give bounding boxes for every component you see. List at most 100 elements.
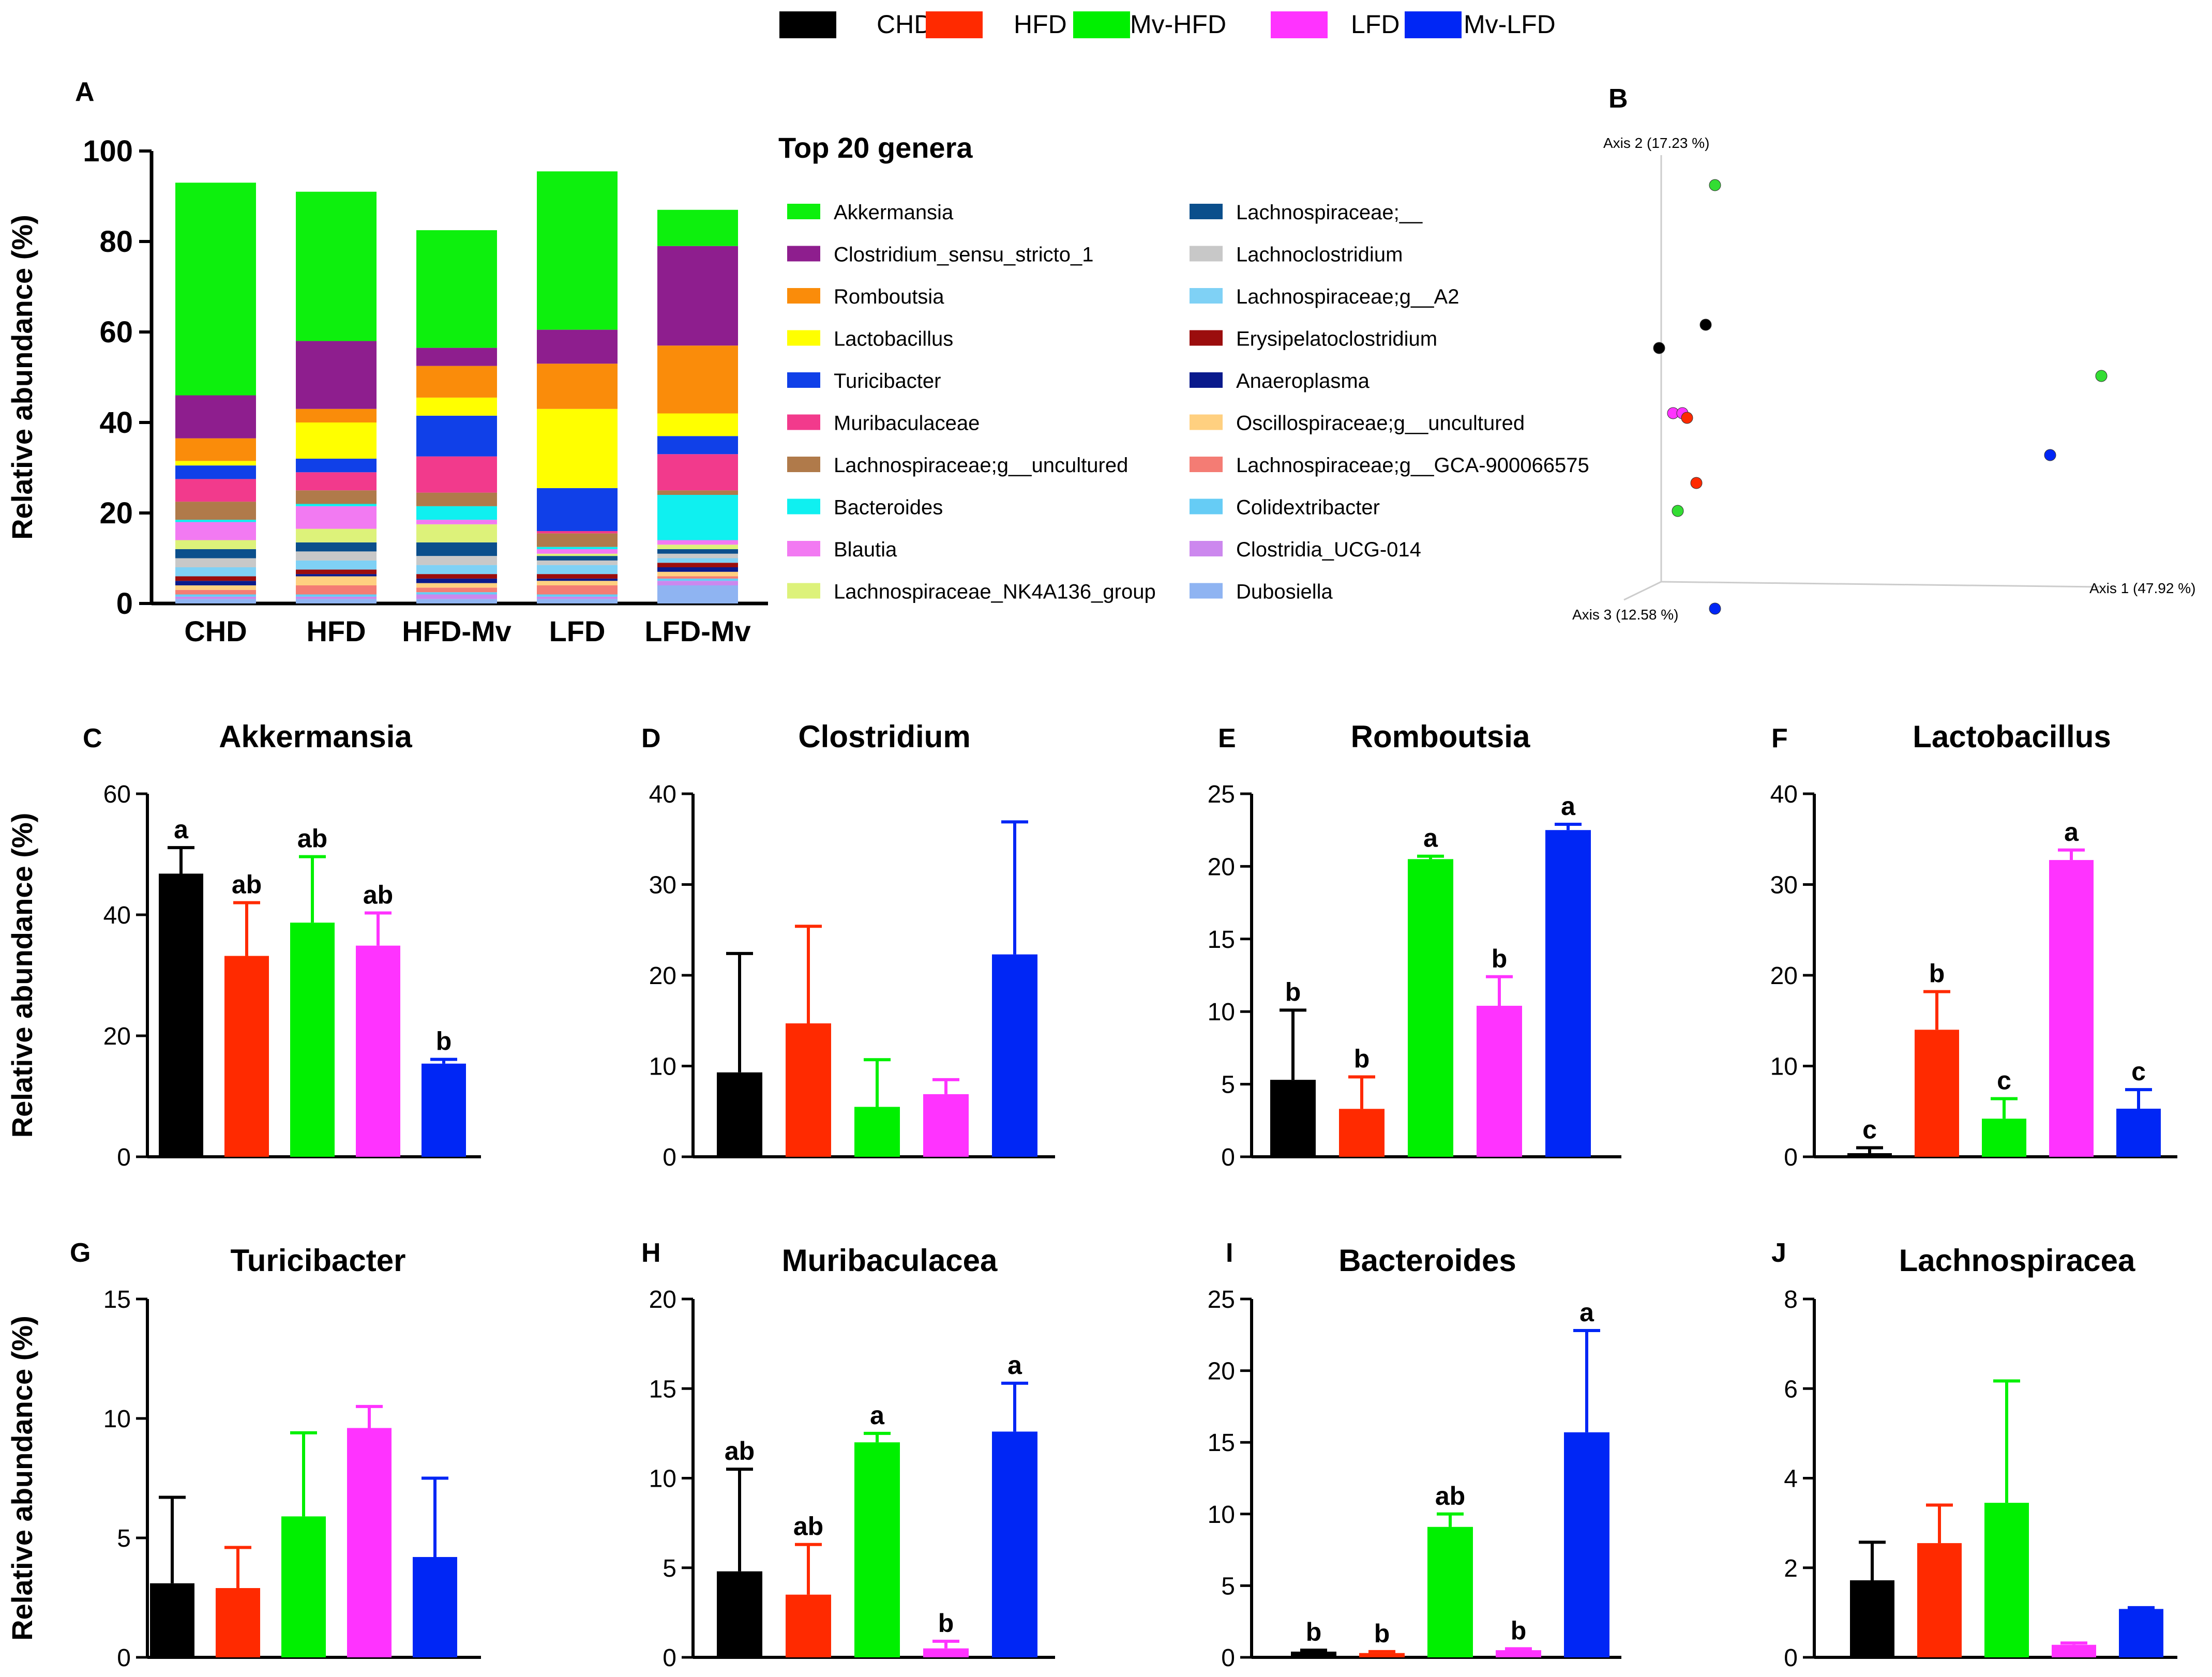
legend-swatch: [1190, 414, 1223, 430]
legend-title: Top 20 genera: [778, 131, 973, 164]
legend-label: Romboutsia: [834, 285, 944, 308]
panel-letter: D: [641, 723, 661, 753]
bar: [992, 1431, 1037, 1657]
bar: [347, 1428, 392, 1657]
legend-swatch: [787, 414, 820, 430]
legend-label: Dubosiella: [1236, 581, 1333, 603]
y-tick-label: 40: [103, 902, 131, 929]
stack-segment: [416, 594, 497, 599]
stack-segment: [296, 585, 377, 595]
bar: [2116, 1108, 2161, 1157]
y-tick-label: 10: [1770, 1053, 1798, 1081]
stack-segment: [296, 409, 377, 422]
y-tick-label: 25: [1208, 1286, 1235, 1313]
y-tick-label: 0: [663, 1644, 676, 1672]
stack-segment: [657, 413, 738, 436]
significance-letter: ab: [725, 1437, 755, 1466]
stack-segment: [175, 522, 256, 540]
legend-label: Erysipelatoclostridium: [1236, 328, 1437, 351]
chart-title: Muribaculacea: [782, 1243, 998, 1278]
stack-segment: [537, 585, 618, 595]
significance-letter: b: [1374, 1619, 1390, 1648]
bar: [216, 1588, 260, 1657]
x-tick-label: LFD-Mv: [644, 615, 750, 647]
axis1-line: [1661, 581, 2100, 588]
stack-segment: [175, 599, 256, 603]
stack-segment: [416, 542, 497, 556]
bar: [854, 1107, 900, 1157]
legend-label: HFD: [1014, 10, 1067, 39]
stack-segment: [657, 581, 738, 585]
y-tick-label: 0: [663, 1144, 676, 1171]
y-tick-label: 20: [103, 1023, 131, 1050]
significance-letter: a: [2064, 818, 2079, 847]
bar: [2049, 860, 2094, 1157]
y-axis-label: Relative abundance (%): [6, 1316, 38, 1641]
legend-label: Mv-LFD: [1464, 10, 1556, 39]
stack-segment: [416, 599, 497, 603]
stack-segment: [296, 551, 377, 561]
y-tick-label: 20: [99, 496, 133, 530]
stack-segment: [537, 553, 618, 556]
legend-label: Lachnospiraceae;__: [1236, 201, 1423, 224]
y-axis-label: Relative abundance (%): [6, 215, 38, 540]
panel-B: B Axis 2 (17.23 %) Axis 1 (47.92 %) Axis 3 …: [1572, 84, 2195, 623]
stack-segment: [537, 549, 618, 554]
stack-segment: [175, 549, 256, 558]
legend-swatch: [1190, 246, 1223, 262]
bar: [1408, 859, 1453, 1157]
stack-segment: [657, 567, 738, 572]
significance-letter: c: [1997, 1066, 2011, 1095]
y-tick-label: 30: [649, 872, 676, 899]
y-tick-label: 0: [117, 1644, 131, 1672]
y-tick-label: 15: [1208, 1429, 1235, 1457]
y-tick-label: 0: [1221, 1144, 1235, 1171]
bar: [1564, 1432, 1609, 1657]
panel-I: I Bacteroides 0 5 10 15 20 25 b b ab b a: [1208, 1238, 1621, 1672]
y-tick-label: 10: [1208, 999, 1235, 1026]
legend-swatch: [1190, 457, 1223, 472]
significance-letter: ab: [232, 870, 262, 899]
legend-swatch: [787, 583, 820, 599]
y-tick-label: 0: [1221, 1644, 1235, 1672]
significance-letter: b: [1285, 977, 1301, 1006]
stack-segment: [416, 556, 497, 565]
y-tick-label: 40: [1770, 781, 1798, 808]
stack-segment: [416, 506, 497, 520]
y-tick-label: 5: [663, 1555, 676, 1582]
stack-segment: [175, 576, 256, 581]
stack-segment: [537, 578, 618, 581]
stack-segment: [416, 415, 497, 457]
stack-segment: [537, 560, 618, 565]
y-tick-label: 10: [649, 1466, 676, 1493]
stack-segment: [296, 528, 377, 542]
y-tick-label: 20: [649, 962, 676, 990]
x-tick-label: CHD: [184, 615, 247, 647]
panel-letter: C: [83, 723, 102, 753]
axis3-label: Axis 3 (12.58 %): [1572, 607, 1678, 623]
y-tick-label: 20: [1770, 962, 1798, 990]
legend-swatch: [1190, 583, 1223, 599]
scatter-point: [1709, 179, 1721, 191]
stack-segment: [416, 524, 497, 542]
chart-title: Lachnospiracea: [1899, 1243, 2135, 1278]
scatter-point: [1672, 505, 1684, 517]
stack-segment: [537, 556, 618, 561]
y-tick-label: 0: [1784, 1644, 1798, 1672]
bar: [290, 923, 335, 1157]
stack-segment: [296, 599, 377, 603]
panel-letter: E: [1218, 723, 1236, 753]
stack-segment: [416, 578, 497, 583]
y-tick-label: 100: [83, 134, 133, 168]
legend-label: Lachnospiraceae_NK4A136_group: [834, 581, 1156, 603]
panel-letter: H: [641, 1238, 661, 1268]
panel-letter: J: [1771, 1238, 1786, 1268]
y-tick-label: 40: [99, 406, 133, 440]
bar: [1850, 1580, 1894, 1657]
bar: [159, 873, 203, 1157]
significance-letter: a: [174, 815, 189, 844]
y-tick-label: 4: [1784, 1466, 1798, 1493]
stack-segment: [537, 581, 618, 585]
stack-segment: [175, 594, 256, 597]
